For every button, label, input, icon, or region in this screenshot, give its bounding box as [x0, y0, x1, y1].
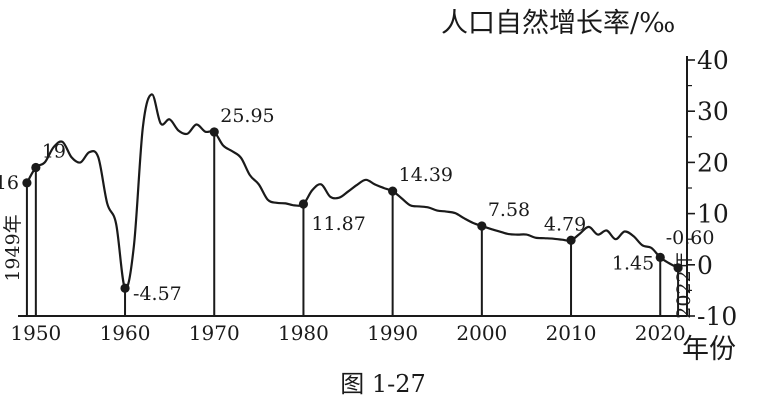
y-tick-label: 0	[697, 251, 713, 280]
highlight-point	[22, 178, 32, 188]
x-tick-label: 1980	[278, 321, 329, 345]
year-marker-label: 1949年	[2, 214, 24, 281]
series-line	[25, 93, 679, 290]
highlight-point	[388, 186, 398, 196]
y-tick-label: 10	[697, 200, 729, 229]
y-tick-label: 30	[697, 97, 729, 126]
x-tick-label: 1960	[100, 321, 151, 345]
highlight-point	[31, 162, 41, 173]
x-tick-label: 1990	[367, 321, 418, 345]
highlight-layer: 16 19 -4.57 25.95 11.87 14.39 7.58 4.79 1.45 -0.6…	[0, 105, 714, 319]
x-tick-label: 2000	[456, 321, 507, 345]
data-label: 14.39	[399, 164, 453, 186]
data-label: 1.45	[612, 252, 654, 274]
tick-labels: 1950 1960 1970 1980 1990 2000 2010 202040302010…	[10, 46, 737, 345]
x-tick-label: 1950	[10, 321, 61, 345]
highlight-point	[566, 235, 576, 245]
year-marker-label: 2022年	[673, 251, 695, 318]
y-tick-label: 20	[697, 148, 729, 177]
data-label: 4.79	[544, 213, 586, 235]
x-axis-title: 年份	[682, 334, 736, 365]
data-label: 16	[0, 172, 19, 194]
y-tick-label: 40	[697, 46, 729, 75]
y-tick-label: -10	[697, 302, 737, 331]
data-label: -4.57	[133, 283, 182, 305]
data-label: 7.58	[488, 199, 530, 221]
highlight-point	[120, 283, 130, 293]
highlight-point	[477, 221, 487, 231]
highlight-point	[673, 263, 683, 273]
data-label: 25.95	[220, 105, 274, 127]
data-label: -0.60	[666, 227, 715, 249]
highlight-point	[298, 199, 309, 209]
figure-caption: 图 1-27	[340, 370, 426, 398]
y-axis-title: 人口自然增长率/‰	[441, 8, 675, 39]
x-tick-label: 1970	[189, 321, 240, 345]
x-tick-label: 2020	[635, 321, 686, 345]
x-tick-label: 2010	[546, 321, 597, 345]
data-label: 19	[42, 141, 66, 163]
highlight-point	[209, 127, 219, 137]
highlight-point	[655, 252, 665, 262]
series-layer	[25, 93, 679, 290]
data-label: 11.87	[311, 213, 365, 235]
